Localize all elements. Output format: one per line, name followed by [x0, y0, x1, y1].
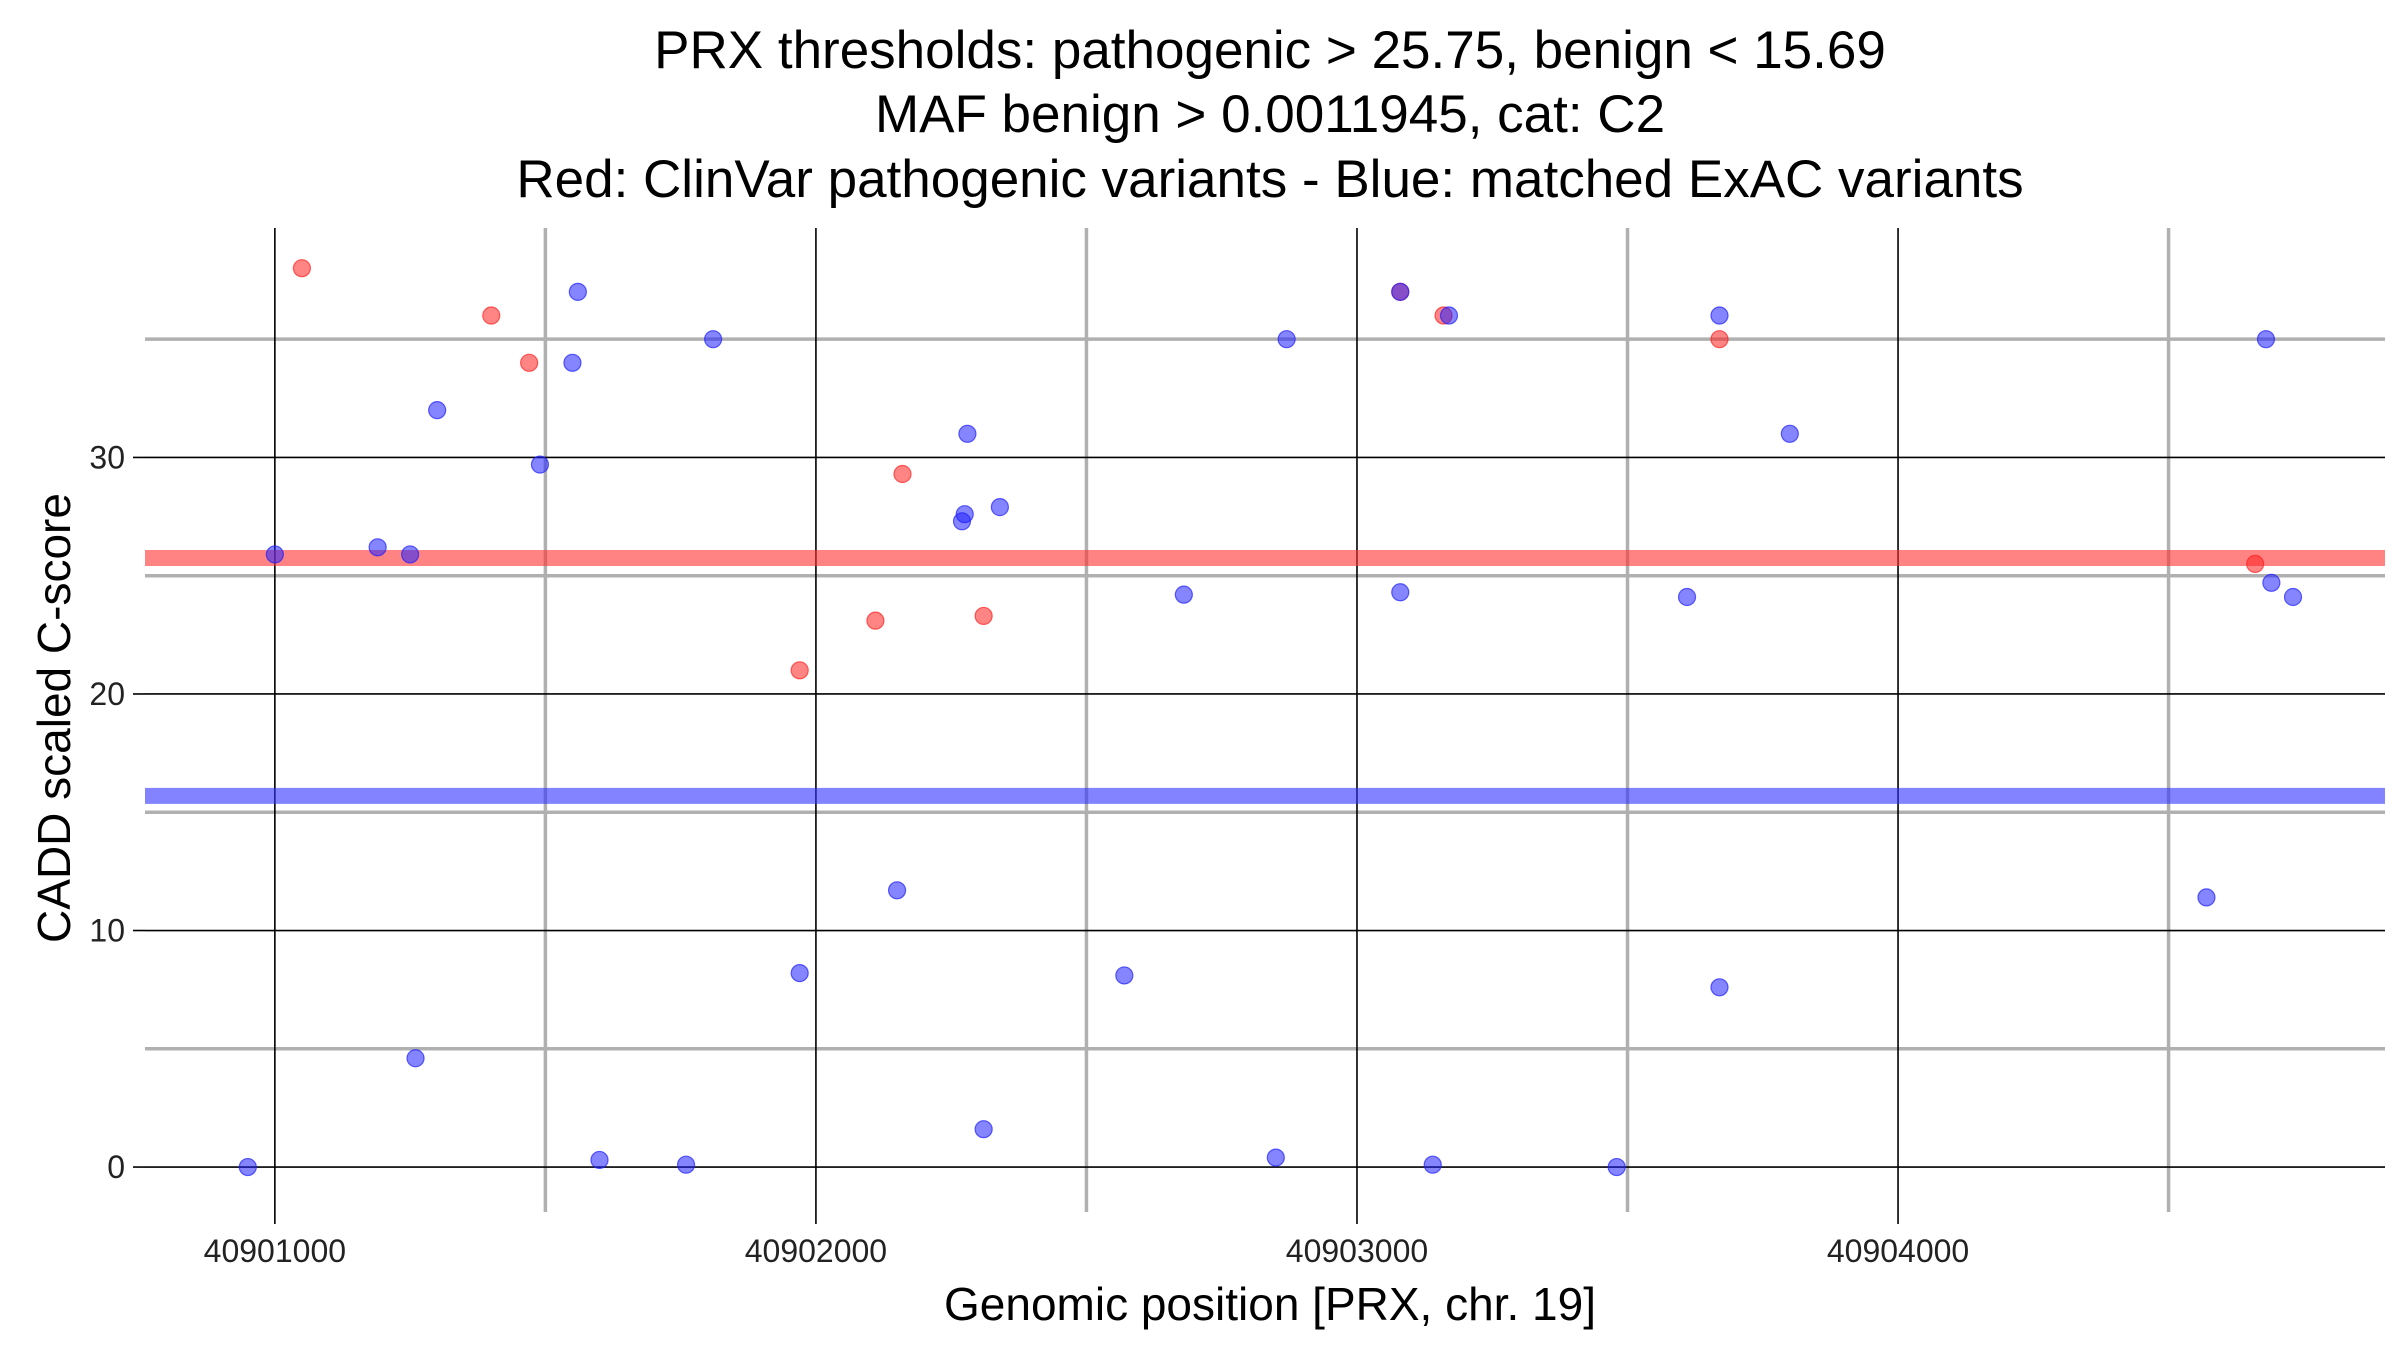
x-tick-label: 40904000: [1827, 1233, 1969, 1269]
exac-point: [428, 401, 447, 420]
exac-point: [790, 963, 809, 983]
y-tick-label: 20: [89, 676, 125, 712]
exac-point: [563, 353, 582, 372]
clinvar-point: [893, 464, 912, 484]
exac-point: [704, 330, 723, 349]
major-gridlines: [145, 228, 2385, 1212]
clinvar-point: [866, 611, 885, 630]
threshold-lines: [145, 549, 2385, 804]
x-axis-label: Genomic position [PRX, chr. 19]: [944, 1278, 1596, 1330]
exac-point: [887, 881, 907, 900]
y-axis-label: CADD scaled C-score: [28, 493, 80, 943]
title-line-3: Red: ClinVar pathogenic variants - Blue:…: [516, 150, 2023, 209]
exac-point: [2256, 330, 2276, 349]
axis-ticks: [133, 456, 1899, 1224]
x-tick-label: 40902000: [745, 1233, 887, 1269]
y-tick-label: 30: [89, 439, 125, 475]
clinvar-point: [790, 661, 809, 680]
data-points: [238, 259, 2303, 1177]
minor-gridlines: [145, 228, 2385, 1212]
clinvar-point: [482, 306, 501, 325]
clinvar-point: [1710, 330, 1729, 349]
exac-point: [406, 1049, 425, 1068]
exac-point: [1266, 1148, 1285, 1167]
exac-point: [1423, 1155, 1442, 1174]
exac-point: [238, 1157, 257, 1177]
exac-point: [1780, 424, 1799, 443]
exac-point: [676, 1155, 696, 1174]
axis-tick-labels: 40901000 40902000 40903000 40904000 0 10 20 30: [89, 439, 1969, 1269]
title-line-2: MAF benign > 0.0011945, cat: C2: [875, 85, 1665, 144]
exac-point: [1277, 330, 1296, 349]
clinvar-point: [520, 353, 539, 372]
exac-point: [1710, 306, 1729, 325]
exac-point: [955, 505, 974, 524]
y-tick-label: 0: [107, 1149, 125, 1185]
exac-point: [2197, 888, 2216, 907]
clinvar-point: [974, 606, 993, 626]
chart-title: PRX thresholds: pathogenic > 25.75, beni…: [516, 21, 2023, 209]
exac-point: [1391, 282, 1410, 301]
exac-point: [401, 545, 420, 564]
exac-point: [1439, 306, 1459, 325]
exac-point: [974, 1120, 993, 1139]
exac-point: [2262, 573, 2281, 592]
exac-point: [265, 545, 284, 564]
exac-point: [958, 424, 977, 443]
clinvar-point: [292, 259, 312, 278]
exac-point: [530, 455, 550, 474]
exac-point: [1115, 966, 1134, 985]
exac-point: [568, 282, 587, 301]
exac-point: [590, 1150, 609, 1170]
exac-point: [1710, 978, 1729, 997]
clinvar-point: [2246, 554, 2265, 573]
exac-point: [1174, 585, 1193, 604]
exac-point: [2283, 587, 2303, 607]
title-line-1: PRX thresholds: pathogenic > 25.75, beni…: [654, 21, 1886, 80]
exac-point: [1607, 1157, 1626, 1177]
exac-point: [368, 538, 387, 557]
x-tick-label: 40901000: [204, 1233, 346, 1269]
exac-point: [1677, 587, 1697, 607]
exac-point: [1391, 583, 1410, 602]
exac-point: [990, 498, 1009, 517]
y-tick-label: 10: [89, 913, 125, 949]
x-tick-label: 40903000: [1286, 1233, 1428, 1269]
